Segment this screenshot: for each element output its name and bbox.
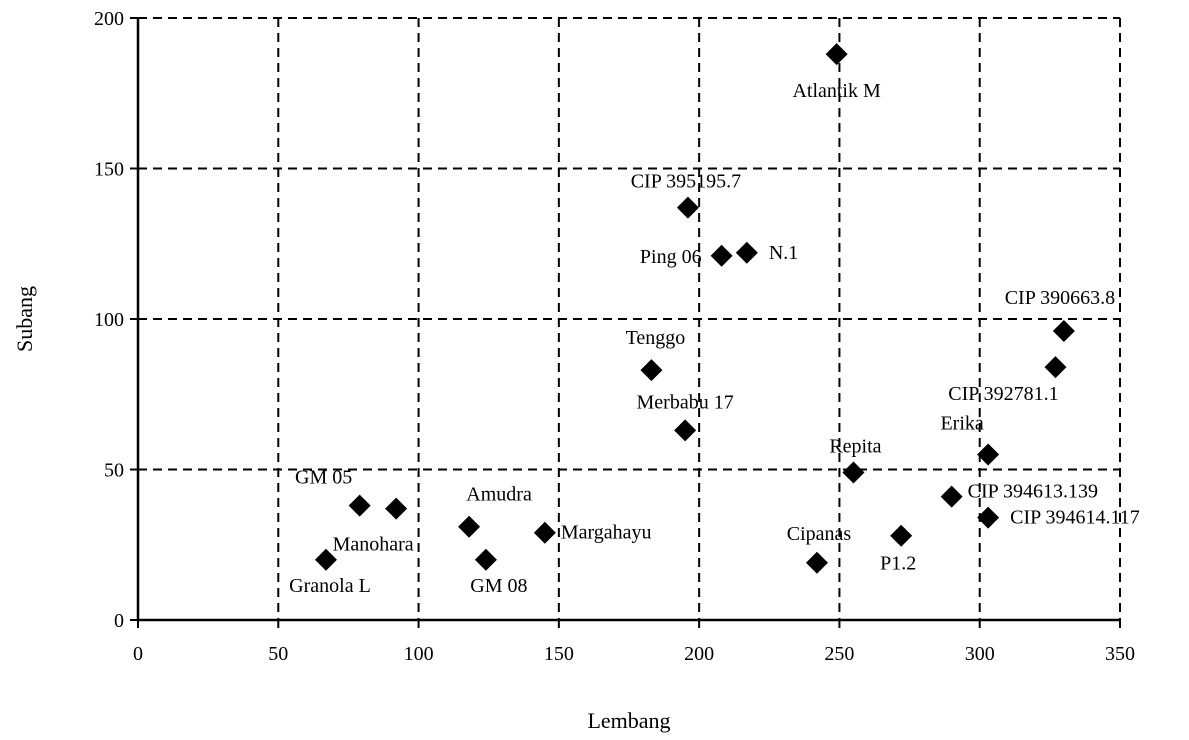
data-point-label: Repita [829, 436, 881, 458]
data-point-marker [825, 43, 848, 66]
x-tick-label: 50 [268, 643, 288, 665]
data-point-label: Tenggo [626, 327, 686, 349]
data-point-marker [385, 497, 408, 520]
data-point-label: CIP 392781.1 [948, 383, 1058, 405]
x-tick-label: 200 [684, 643, 714, 665]
data-point-marker [940, 485, 963, 508]
data-point-marker [1044, 356, 1067, 379]
x-tick-label: 150 [544, 643, 574, 665]
data-point-marker [674, 419, 697, 442]
data-point-label: GM 08 [470, 575, 527, 597]
data-point-label: CIP 390663.8 [1005, 287, 1115, 309]
x-tick-label: 300 [965, 643, 995, 665]
data-point-marker [458, 515, 481, 538]
data-point-label: CIP 395195.7 [631, 171, 741, 193]
point-labels: Atlantik M CIP 395195.7 Ping 06 N.1 CIP 3906… [289, 80, 1140, 597]
y-tick-label: 100 [94, 309, 124, 331]
data-point-marker [735, 241, 758, 264]
y-tick-label: 200 [94, 8, 124, 30]
data-points [314, 43, 1075, 574]
x-tick-label: 0 [133, 643, 143, 665]
y-tick-label: 150 [94, 159, 124, 181]
data-point-label: Amudra [466, 484, 532, 506]
ticks: 0 50 100 150 200 250 300 350 0 50 100 150 200 [94, 8, 1135, 665]
data-point-marker [890, 524, 913, 547]
y-tick-label: 50 [104, 460, 124, 482]
x-tick-label: 350 [1105, 643, 1135, 665]
data-point-marker [348, 494, 371, 517]
y-axis-title: Subang [12, 286, 37, 352]
data-point-marker [842, 461, 865, 484]
data-point-label: P1.2 [880, 553, 916, 575]
data-point-label: Manohara [333, 534, 414, 556]
data-point-label: Merbabu 17 [637, 391, 734, 413]
data-point-marker [533, 521, 556, 544]
data-point-label: N.1 [769, 242, 798, 264]
data-point-marker [314, 548, 337, 571]
data-point-label: Erika [940, 412, 983, 434]
data-point-label: Atlantik M [792, 80, 881, 102]
data-point-label: CIP 394613.139 [968, 481, 1098, 503]
data-point-marker [805, 551, 828, 574]
data-point-marker [1052, 320, 1075, 343]
data-point-marker [977, 443, 1000, 466]
data-point-label: Cipanas [787, 523, 852, 545]
data-point-label: GM 05 [295, 467, 352, 489]
data-point-marker [710, 244, 733, 267]
data-point-label: Ping 06 [640, 246, 702, 268]
data-point-label: Margahayu [561, 522, 652, 544]
y-tick-label: 0 [114, 610, 124, 632]
data-point-marker [977, 506, 1000, 529]
data-point-marker [676, 196, 699, 219]
data-point-label: Granola L [289, 575, 371, 597]
data-point-marker [640, 359, 663, 382]
x-tick-label: 250 [824, 643, 854, 665]
data-point-marker [474, 548, 497, 571]
x-axis-title: Lembang [587, 708, 670, 733]
grid [138, 17, 1121, 620]
data-point-label: CIP 394614.117 [1010, 507, 1140, 529]
x-tick-label: 100 [404, 643, 434, 665]
